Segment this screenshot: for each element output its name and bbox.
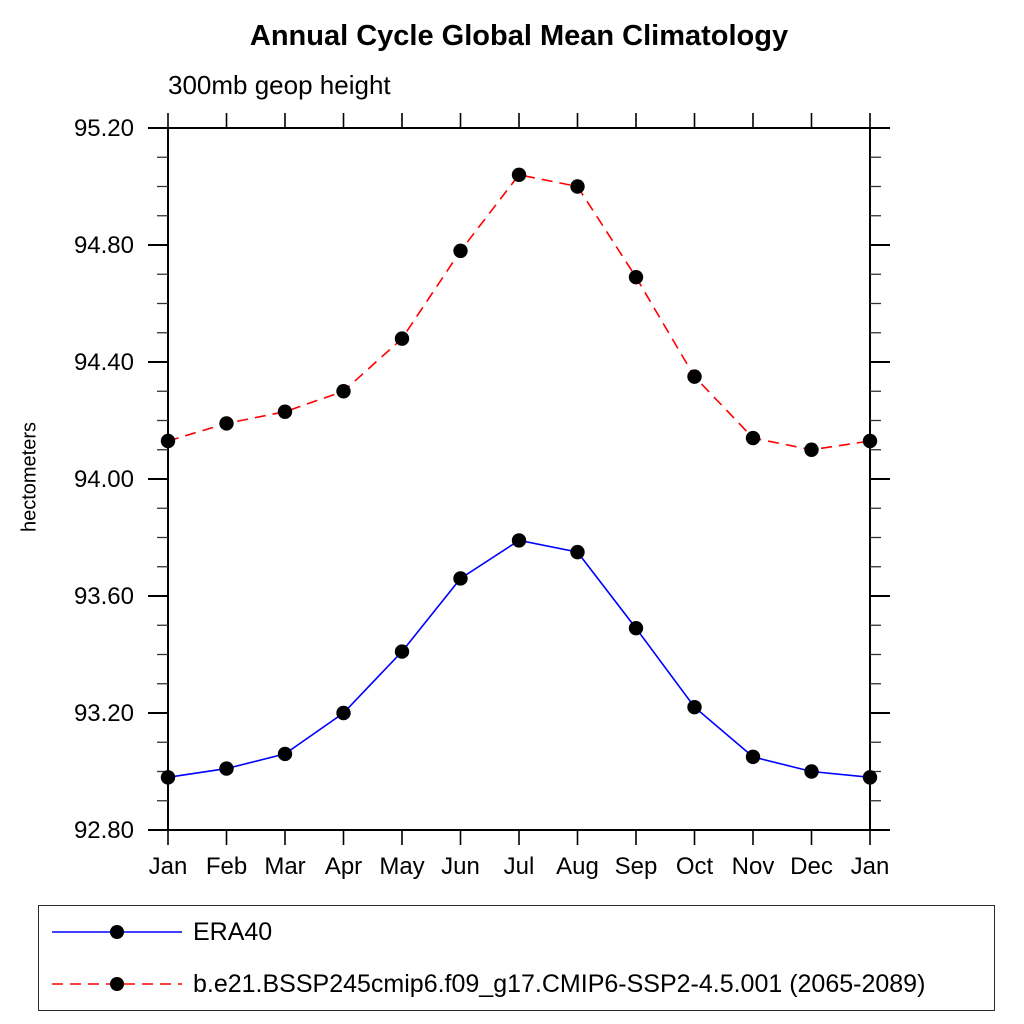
x-tick-label: Jan: [851, 853, 890, 880]
data-point-marker: [570, 179, 585, 194]
y-tick-label: 95.20: [74, 115, 134, 142]
data-point-marker: [687, 369, 702, 384]
x-tick-label: Jul: [504, 853, 535, 880]
data-point-marker: [336, 384, 351, 399]
data-point-marker: [160, 433, 176, 449]
data-point-marker: [219, 416, 234, 431]
x-tick-label: Nov: [732, 853, 775, 880]
legend-label-model-run: b.e21.BSSP245cmip6.f09_g17.CMIP6-SSP2-4.…: [193, 969, 926, 998]
x-tick-label: Feb: [206, 853, 247, 880]
data-point-marker: [862, 770, 878, 785]
x-tick-label: Apr: [325, 853, 362, 880]
data-point-marker: [628, 620, 644, 636]
chart-title: Annual Cycle Global Mean Climatology: [249, 20, 789, 52]
data-point-marker: [160, 770, 176, 785]
data-point-marker: [453, 243, 468, 259]
data-point-marker: [277, 404, 293, 419]
legend-marker-dot: [110, 925, 124, 939]
legend-line-sample-dashed: [52, 977, 182, 991]
y-tick-label: 94.40: [74, 349, 134, 376]
axis-frame: [167, 127, 871, 831]
data-point-marker: [394, 331, 410, 346]
data-point-marker: [862, 433, 878, 449]
data-point-marker: [453, 571, 468, 586]
y-tick-label: 93.60: [74, 583, 134, 610]
legend-line-sample-solid: [52, 925, 182, 939]
data-point-marker: [511, 533, 527, 548]
data-point-marker: [687, 699, 702, 715]
y-tick-label: 94.80: [74, 232, 134, 259]
data-point-marker: [628, 269, 644, 285]
series-line-0: [167, 539, 871, 779]
x-tick-label: Mar: [264, 853, 305, 880]
legend-item-era40: ERA40: [39, 906, 994, 958]
legend-marker-dot: [110, 977, 124, 991]
x-tick-label: Jun: [441, 853, 480, 880]
data-point-marker: [745, 749, 761, 765]
data-point-marker: [219, 761, 234, 776]
y-tick-label: 92.80: [74, 817, 134, 844]
series-line-1: [167, 173, 871, 451]
x-tick-label: May: [379, 853, 424, 880]
x-tick-label: Aug: [556, 853, 599, 880]
data-point-marker: [277, 746, 293, 762]
data-point-marker: [570, 544, 585, 560]
legend-label-era40: ERA40: [193, 917, 273, 946]
legend-item-model-run: b.e21.BSSP245cmip6.f09_g17.CMIP6-SSP2-4.…: [39, 958, 994, 1010]
y-tick-label: 93.20: [74, 700, 134, 727]
data-point-marker: [804, 764, 819, 779]
data-point-marker: [511, 167, 527, 182]
y-tick-label: 94.00: [74, 466, 134, 493]
data-point-marker: [745, 430, 761, 446]
data-point-marker: [394, 644, 410, 659]
data-point-marker: [804, 442, 819, 457]
data-point-marker: [336, 705, 351, 721]
x-tick-label: Oct: [676, 853, 714, 880]
x-tick-label: Sep: [615, 853, 658, 880]
chart-plot-area: 95.20 94.80 94.40 94.00 93.60 93.20 92.80 Jan Fe…: [74, 113, 890, 880]
legend: ERA40 b.e21.BSSP245cmip6.f09_g17.CMIP6-S…: [38, 905, 995, 1011]
x-tick-label: Jan: [149, 853, 188, 880]
chart-subtitle: 300mb geop height: [168, 70, 391, 100]
x-tick-label: Dec: [790, 853, 833, 880]
